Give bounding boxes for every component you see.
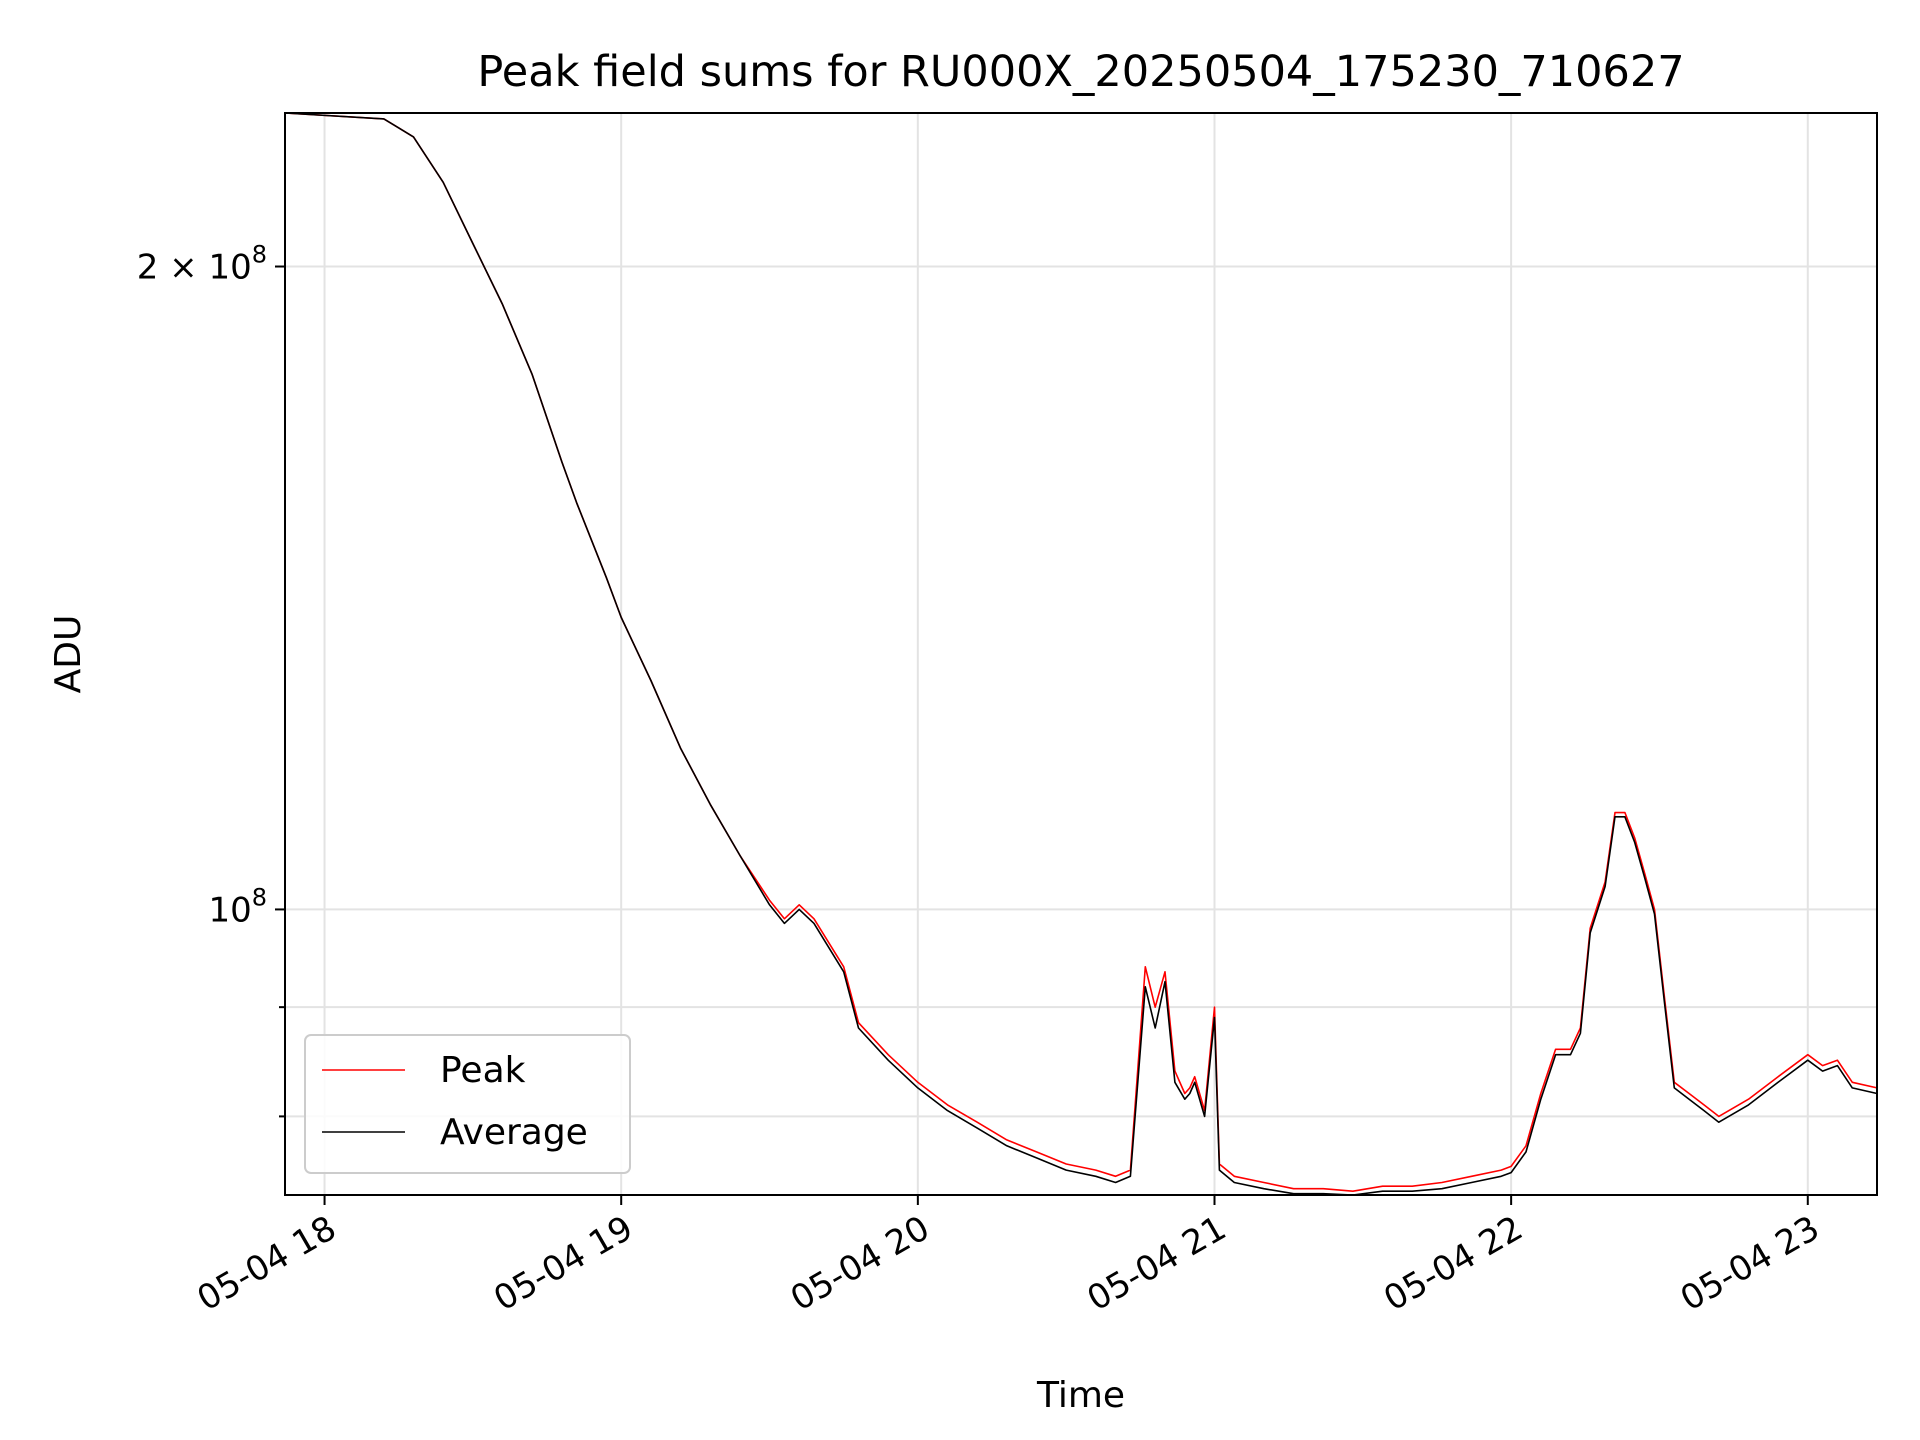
chart-title: Peak field sums for RU000X_20250504_1752… bbox=[477, 47, 1684, 97]
y-tick-label: 2 × 108 bbox=[137, 241, 267, 288]
series-layer bbox=[284, 112, 1878, 1196]
plot-background bbox=[285, 113, 1877, 1195]
legend-label-average: Average bbox=[440, 1112, 588, 1153]
plot-frame bbox=[284, 112, 1878, 1196]
legend: Peak Average bbox=[304, 1034, 631, 1174]
legend-label-peak: Peak bbox=[440, 1050, 526, 1091]
series-line-average bbox=[284, 112, 1878, 1196]
y-axis-label: ADU bbox=[48, 615, 89, 694]
y-tick-label: 108 bbox=[208, 883, 267, 930]
x-axis-label: Time bbox=[1036, 1375, 1125, 1416]
